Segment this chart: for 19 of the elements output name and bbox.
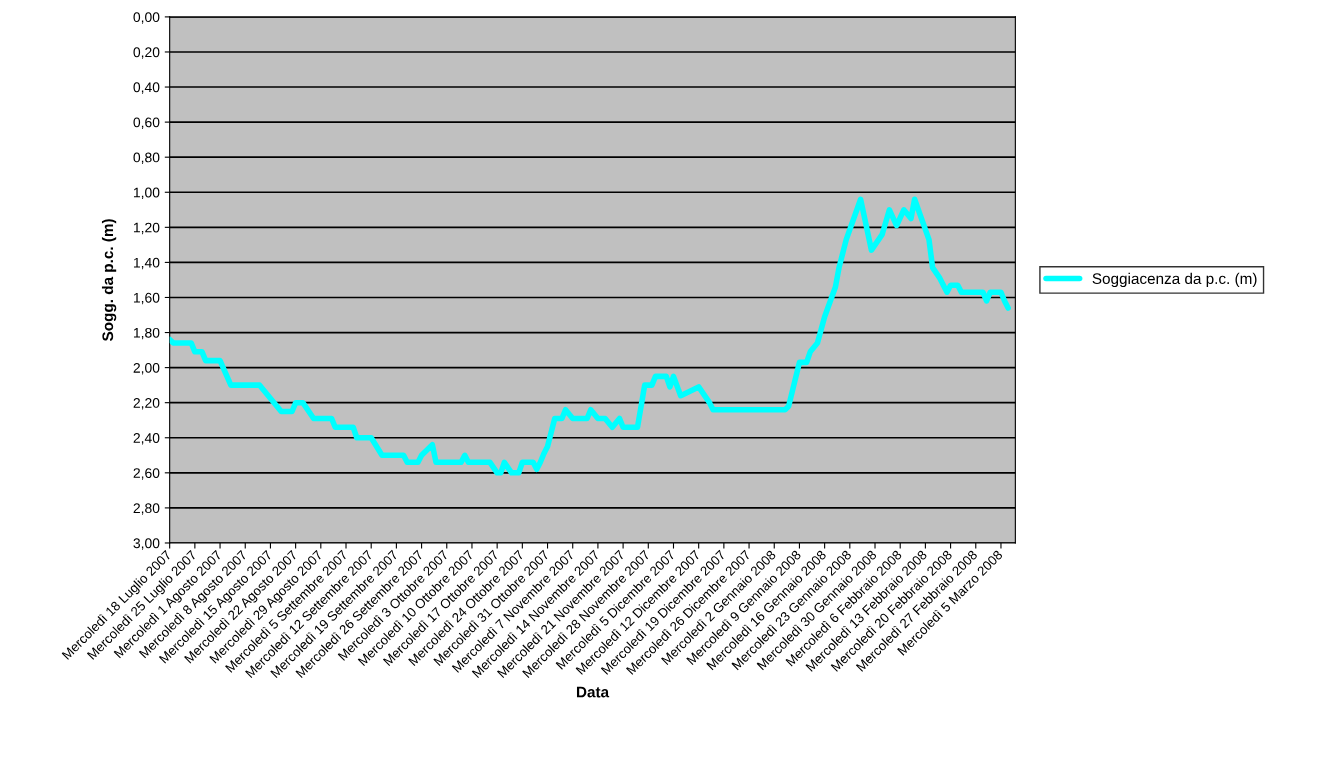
y-tick-label: 1,00 <box>133 187 160 200</box>
y-tick-label: 1,40 <box>133 257 160 270</box>
y-tick-label: 1,60 <box>133 292 160 305</box>
y-tick-label: 0,60 <box>133 117 160 129</box>
y-tick-label: 0,80 <box>133 152 160 164</box>
y-tick-label: 2,60 <box>133 468 160 480</box>
y-tick-label: 2,20 <box>133 398 160 410</box>
y-tick-label: 0,20 <box>133 47 160 59</box>
y-tick-label: 1,20 <box>133 222 160 235</box>
legend-label: Soggiacenza da p.c. (m) <box>1092 272 1257 288</box>
y-tick-label: 2,40 <box>133 433 160 445</box>
y-tick-label: 2,00 <box>133 362 160 375</box>
y-tick-label: 2,80 <box>133 503 160 515</box>
y-tick-label: 1,80 <box>133 327 160 340</box>
x-axis-title: Data <box>576 686 610 698</box>
y-axis-title: Sogg. da p.c. (m) <box>101 219 117 342</box>
y-tick-label: 0,00 <box>133 12 160 24</box>
y-tick-label: 3,00 <box>133 538 160 550</box>
y-tick-label: 0,40 <box>133 82 160 94</box>
